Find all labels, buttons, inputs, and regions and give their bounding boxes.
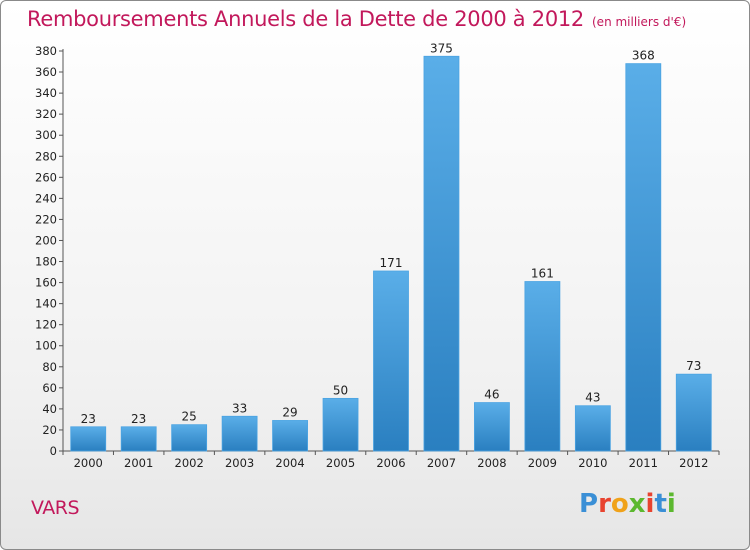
y-tick-label: 140 xyxy=(35,297,57,311)
bar xyxy=(120,426,157,452)
bar xyxy=(524,281,561,452)
x-tick-label: 2011 xyxy=(629,456,658,470)
axes: 0 20 40 60 80 100 120 140 160 180 200 220 240 260 280 3… xyxy=(35,44,720,470)
y-tick-label: 320 xyxy=(35,107,57,121)
y-tick-label: 380 xyxy=(35,44,57,58)
bar-value-label: 23 xyxy=(131,412,146,426)
bar xyxy=(574,405,611,452)
logo-letter: i xyxy=(666,489,676,519)
bar-value-label: 161 xyxy=(531,267,554,281)
bar xyxy=(171,424,208,452)
x-tick-label: 2005 xyxy=(326,456,355,470)
x-tick-label: 2003 xyxy=(225,456,254,470)
x-tick-label: 2002 xyxy=(175,456,204,470)
x-tick-label: 2009 xyxy=(528,456,557,470)
x-tick-label: 2008 xyxy=(477,456,506,470)
y-tick-label: 340 xyxy=(35,86,57,100)
x-tick-label: 2010 xyxy=(578,456,607,470)
y-tick-label: 360 xyxy=(35,65,57,79)
bar xyxy=(221,415,258,452)
y-tick-label: 280 xyxy=(35,149,57,163)
y-tick-label: 0 xyxy=(50,444,57,458)
x-tick-label: 2007 xyxy=(427,456,456,470)
y-tick-label: 260 xyxy=(35,170,57,184)
x-tick-label: 2001 xyxy=(124,456,153,470)
y-tick-label: 200 xyxy=(35,233,57,247)
bar xyxy=(373,270,409,452)
bars: 23 23 25 33 29 50 171 375 46 161 43 368 73 xyxy=(70,41,712,452)
bar xyxy=(423,55,460,452)
logo-letter: x xyxy=(628,489,646,519)
commune-name: VARS xyxy=(31,497,80,519)
y-tick-label: 220 xyxy=(35,212,57,226)
y-tick-label: 160 xyxy=(35,276,57,290)
bar-value-label: 50 xyxy=(333,383,348,397)
proxiti-logo: Proxiti xyxy=(579,489,676,519)
y-tick-label: 20 xyxy=(42,423,57,437)
chart-title: Remboursements Annuels de la Dette de 20… xyxy=(27,7,686,31)
bar-value-label: 171 xyxy=(380,256,403,270)
bar-value-label: 73 xyxy=(686,359,701,373)
bar-value-label: 33 xyxy=(232,401,247,415)
y-tick-label: 60 xyxy=(42,381,57,395)
bar xyxy=(272,420,308,452)
bar-value-label: 23 xyxy=(81,412,96,426)
y-tick-label: 120 xyxy=(35,318,57,332)
y-tick-label: 180 xyxy=(35,255,57,269)
bar xyxy=(625,63,662,452)
y-tick-label: 80 xyxy=(42,360,57,374)
bar-value-label: 46 xyxy=(484,388,499,402)
bar-value-label: 29 xyxy=(282,405,297,419)
bar xyxy=(675,373,712,452)
x-tick-label: 2012 xyxy=(679,456,708,470)
bar xyxy=(322,397,359,452)
bar xyxy=(474,402,510,452)
x-tick-label: 2000 xyxy=(74,456,103,470)
bar-value-label: 375 xyxy=(430,41,453,55)
y-tick-label: 40 xyxy=(42,402,57,416)
logo-letter: o xyxy=(610,489,629,519)
chart-title-text: Remboursements Annuels de la Dette de 20… xyxy=(27,7,584,31)
y-tick-label: 300 xyxy=(35,128,57,142)
chart-unit: (en milliers d'€) xyxy=(592,15,687,29)
y-tick-label: 100 xyxy=(35,339,57,353)
bar-value-label: 43 xyxy=(585,391,600,405)
logo-letter: P xyxy=(579,489,599,519)
bar-value-label: 25 xyxy=(182,410,197,424)
bar xyxy=(70,426,107,452)
x-tick-label: 2006 xyxy=(376,456,405,470)
bar-value-label: 368 xyxy=(632,49,655,63)
logo-letter: t xyxy=(654,489,667,519)
y-tick-label: 240 xyxy=(35,191,57,205)
x-tick-label: 2004 xyxy=(275,456,304,470)
logo-letter: r xyxy=(598,489,611,519)
logo-letter: i xyxy=(645,489,655,519)
